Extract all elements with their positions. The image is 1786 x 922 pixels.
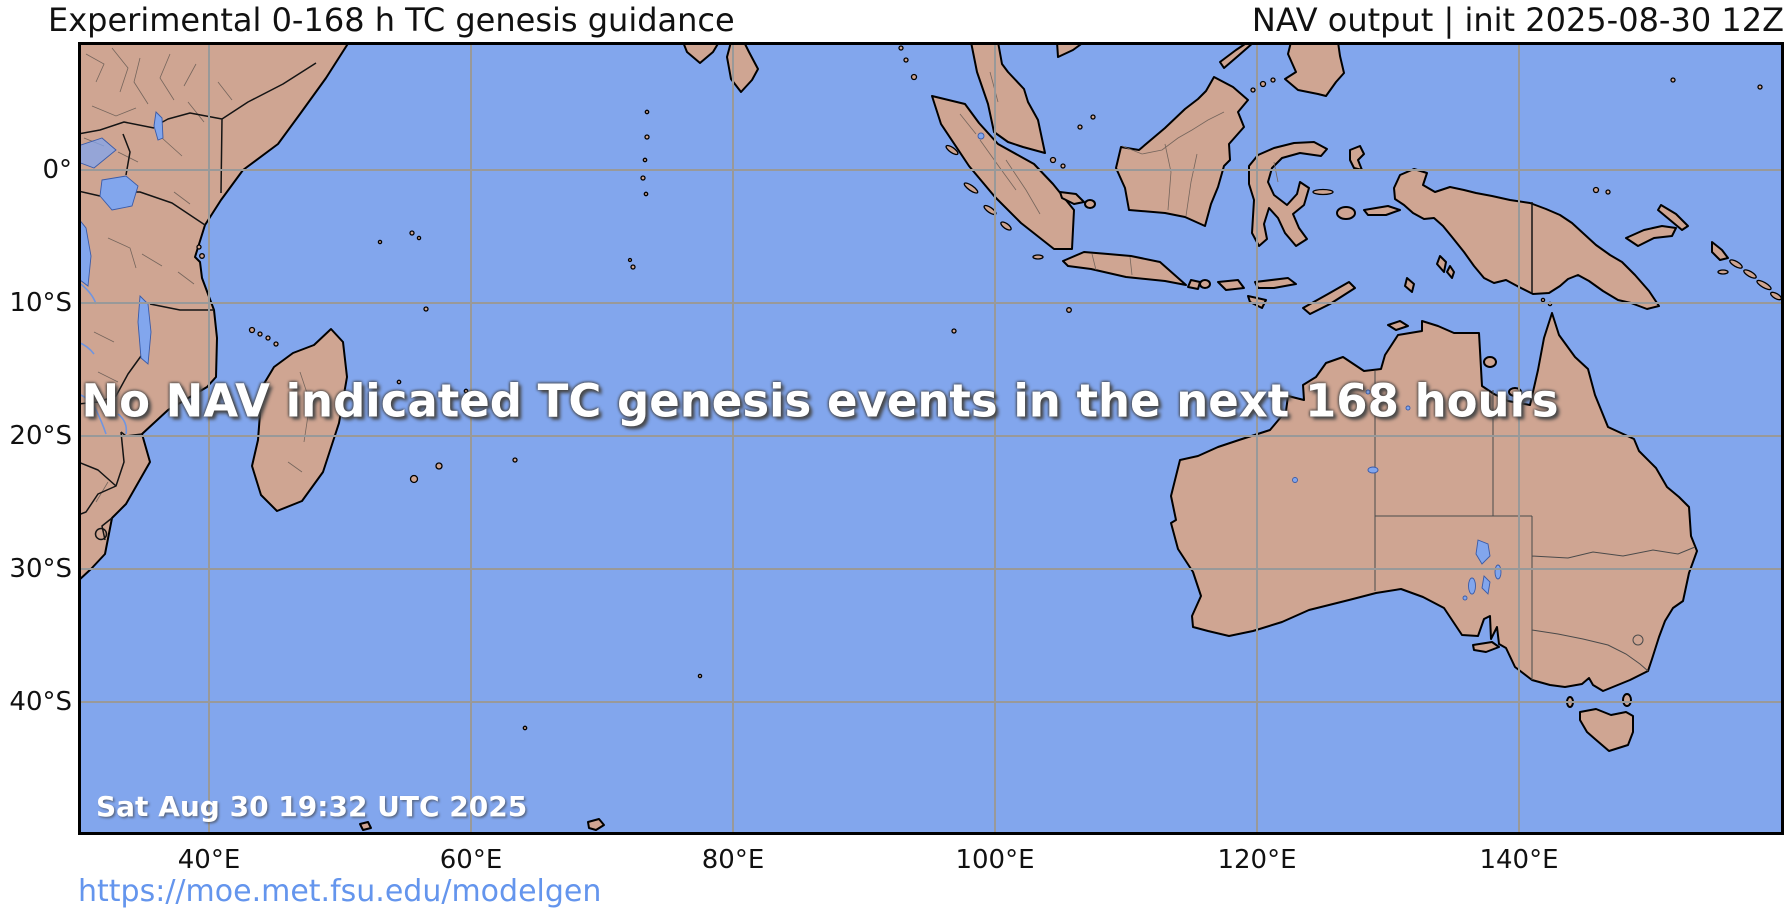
kai-aru-islands xyxy=(1436,255,1455,279)
flinders-island xyxy=(1622,693,1632,707)
rivers xyxy=(78,281,128,435)
sulawesi xyxy=(1248,141,1328,247)
plot-border xyxy=(78,42,1784,835)
mindanao xyxy=(1284,42,1345,97)
x-tick-120e: 120°E xyxy=(1217,845,1297,875)
lake-toba xyxy=(977,132,985,140)
valid-time-label: Sat Aug 30 19:32 UTC 2025 xyxy=(96,790,528,823)
bougainville xyxy=(1711,241,1729,261)
india-tip xyxy=(682,42,720,64)
palawan xyxy=(1219,42,1255,69)
lakes xyxy=(78,111,1502,601)
page-title: Experimental 0-168 h TC genesis guidance xyxy=(48,1,735,39)
x-tick-140e: 140°E xyxy=(1479,845,1559,875)
seram xyxy=(1363,205,1401,216)
malay-peninsula xyxy=(970,42,1046,154)
lake-turkana xyxy=(153,111,164,141)
state-borders xyxy=(1374,371,1696,680)
africa-landmass xyxy=(78,42,350,582)
tanimbar xyxy=(1404,277,1415,293)
sumbawa xyxy=(1217,279,1245,291)
vietnam-tip xyxy=(1056,42,1085,58)
sudd-wetland xyxy=(78,137,117,169)
halmahera xyxy=(1349,145,1365,171)
lake-gairdner xyxy=(1468,577,1476,595)
y-tick-20s: 20°S xyxy=(9,421,72,451)
buru xyxy=(1336,206,1356,220)
landmasses xyxy=(78,42,1729,831)
belitung xyxy=(1084,199,1096,209)
bangka-island xyxy=(1059,191,1085,205)
lake-frome xyxy=(1494,564,1502,580)
new-guinea xyxy=(1393,168,1660,310)
kangaroo-island xyxy=(1472,641,1500,653)
small-islands xyxy=(196,45,1782,731)
bali xyxy=(1187,279,1201,290)
y-tick-30s: 30°S xyxy=(9,554,72,584)
tasmania xyxy=(1579,708,1634,752)
kerguelen-island xyxy=(587,818,605,831)
country-borders xyxy=(78,62,1533,541)
borneo xyxy=(1115,76,1249,227)
lake-tanganyika xyxy=(78,217,92,287)
model-init-label: NAV output | init 2025-08-30 12Z xyxy=(1251,1,1784,39)
x-tick-40e: 40°E xyxy=(177,845,241,875)
x-tick-60e: 60°E xyxy=(439,845,503,875)
madagascar xyxy=(251,328,348,512)
no-genesis-message: No NAV indicated TC genesis events in th… xyxy=(81,374,1559,428)
lake-torrens xyxy=(1481,575,1491,595)
sri-lanka xyxy=(726,42,759,93)
new-ireland xyxy=(1657,204,1689,231)
tiwi-islands xyxy=(1387,320,1409,331)
x-tick-100e: 100°E xyxy=(955,845,1035,875)
y-tick-10s: 10°S xyxy=(9,288,72,318)
y-tick-0: 0° xyxy=(42,155,72,185)
basemap xyxy=(78,42,1784,835)
map-canvas xyxy=(78,42,1784,835)
crozet-island xyxy=(359,821,372,831)
gridlines xyxy=(78,42,1784,835)
admin-borders xyxy=(83,47,1279,503)
modelgen-link[interactable]: https://moe.met.fsu.edu/modelgen xyxy=(78,874,602,909)
new-britain xyxy=(1625,225,1677,247)
lake-argyle xyxy=(1367,466,1379,474)
y-tick-40s: 40°S xyxy=(9,687,72,717)
lombok xyxy=(1199,279,1211,289)
lake-victoria xyxy=(99,175,139,211)
lake-eyre xyxy=(1475,539,1491,565)
x-tick-80e: 80°E xyxy=(701,845,765,875)
timor xyxy=(1302,281,1356,315)
groote-eylandt xyxy=(1483,356,1497,368)
